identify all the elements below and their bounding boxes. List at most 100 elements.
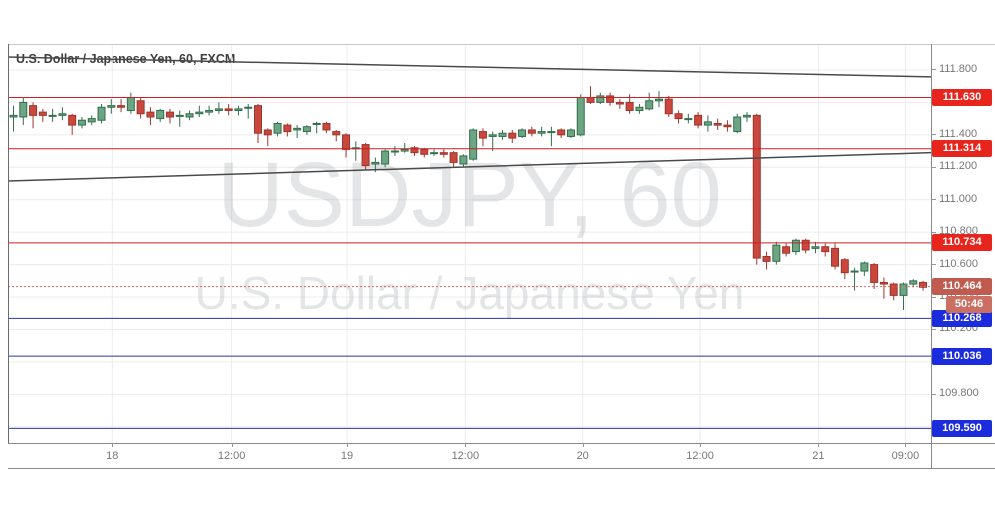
- price-axis-tick: [931, 328, 936, 330]
- candle-down: [420, 148, 429, 155]
- time-axis-label: 21: [812, 450, 825, 462]
- price-axis-label: 110.600: [939, 257, 978, 270]
- candle-down: [557, 129, 566, 136]
- candle-down: [889, 283, 898, 296]
- candle-up: [518, 129, 527, 137]
- plot-bottom-border: [8, 443, 995, 444]
- candle-up: [576, 97, 585, 136]
- descending-trendline[interactable]: [8, 56, 931, 78]
- time-axis[interactable]: 18 12:00 19 12:00 20 12:00 21 09:00: [8, 443, 995, 468]
- candle-up: [909, 280, 918, 285]
- time-axis-tick: [346, 443, 348, 447]
- candle-down: [879, 281, 888, 285]
- candle-down: [136, 100, 145, 115]
- resistance-price-badge: 110.734: [932, 234, 992, 252]
- candle-up: [743, 114, 751, 118]
- price-axis-tick: [931, 264, 936, 266]
- candle-countdown-badge: 50:46: [946, 295, 992, 313]
- time-axis-tick: [582, 443, 584, 447]
- candle-up: [48, 114, 57, 117]
- candle-up: [244, 106, 253, 109]
- candle-down: [146, 111, 155, 118]
- support-price-badge: 109.590: [932, 419, 992, 437]
- candle-down: [782, 246, 791, 254]
- candle-down: [224, 108, 233, 112]
- candle-up: [596, 95, 605, 103]
- candle-up: [58, 113, 67, 116]
- price-axis-label: 109.800: [939, 387, 979, 400]
- candle-down: [449, 152, 458, 163]
- candle-up: [566, 129, 575, 137]
- candle-up: [302, 126, 311, 133]
- candle-up: [371, 161, 380, 165]
- plot-top-border: [8, 44, 995, 45]
- candle-up: [547, 131, 556, 134]
- price-axis-label: 111.400: [939, 127, 978, 140]
- watermark-name-text: U.S. Dollar / Japanese Yen: [195, 267, 745, 319]
- candle-down: [586, 97, 595, 103]
- price-axis-label: 111.800: [939, 62, 978, 75]
- candle-down: [527, 129, 536, 134]
- candle-down: [68, 114, 77, 126]
- price-axis-tick: [931, 393, 936, 395]
- candle-up: [156, 110, 165, 120]
- candle-down: [263, 129, 272, 136]
- candle-up: [850, 270, 859, 273]
- candle-down: [625, 101, 634, 111]
- candle-up: [214, 108, 223, 112]
- candle-up: [684, 118, 693, 121]
- time-axis-tick: [700, 443, 702, 447]
- candle-up: [772, 244, 781, 262]
- candle-down: [821, 246, 830, 253]
- price-axis-tick: [931, 69, 936, 71]
- candle-up: [77, 119, 86, 126]
- price-axis-tick: [931, 199, 936, 201]
- price-axis-tick: [931, 231, 936, 233]
- candle-up: [469, 129, 478, 160]
- resistance-price-badge: 111.314: [932, 140, 992, 158]
- price-axis-tick: [931, 134, 936, 136]
- candle-up: [390, 150, 399, 153]
- time-axis-label: 12:00: [217, 450, 246, 462]
- candle-up: [860, 262, 869, 272]
- time-axis-label: 12:00: [686, 450, 714, 462]
- plot-left-border: [8, 44, 9, 443]
- candle-up: [195, 111, 204, 115]
- time-axis-label: 09:00: [891, 450, 920, 462]
- candle-down: [694, 114, 703, 126]
- axis-separator: [931, 44, 932, 469]
- candle-up: [205, 110, 214, 113]
- candle-down: [254, 105, 262, 134]
- time-axis-bottom-border: [8, 468, 995, 469]
- candle-up: [185, 113, 194, 118]
- price-axis-tick: [931, 166, 936, 168]
- candle-down: [801, 239, 810, 251]
- candle-up: [654, 98, 663, 102]
- price-chart-area[interactable]: U.S. Dollar / Japanese Yen, 60, FXCM USD…: [8, 44, 931, 443]
- candle-up: [312, 122, 321, 125]
- candle-down: [342, 134, 351, 150]
- time-axis-label: 20: [576, 450, 589, 462]
- candle-down: [752, 114, 761, 259]
- time-axis-tick: [231, 443, 233, 447]
- time-axis-label: 19: [340, 450, 354, 462]
- candle-up: [733, 116, 742, 133]
- candle-down: [831, 247, 840, 267]
- candle-up: [126, 97, 135, 112]
- support-price-badge: 110.036: [932, 347, 992, 365]
- candle-up: [107, 105, 116, 108]
- ascending-trendline[interactable]: [8, 151, 931, 182]
- candle-down: [29, 105, 38, 116]
- candle-up: [381, 150, 390, 165]
- price-axis-label: 110.800: [939, 225, 978, 238]
- candle-down: [439, 152, 448, 155]
- candle-down: [410, 147, 419, 154]
- candle-down: [919, 281, 928, 288]
- candle-up: [430, 152, 439, 155]
- candlestick-canvas: USDJPY, 60U.S. Dollar / Japanese Yen: [8, 44, 931, 443]
- candle-down: [332, 131, 341, 136]
- candle-down: [664, 98, 673, 115]
- price-axis[interactable]: 111.800111.600111.400111.200111.000110.8…: [931, 44, 995, 443]
- candle-up: [87, 118, 96, 123]
